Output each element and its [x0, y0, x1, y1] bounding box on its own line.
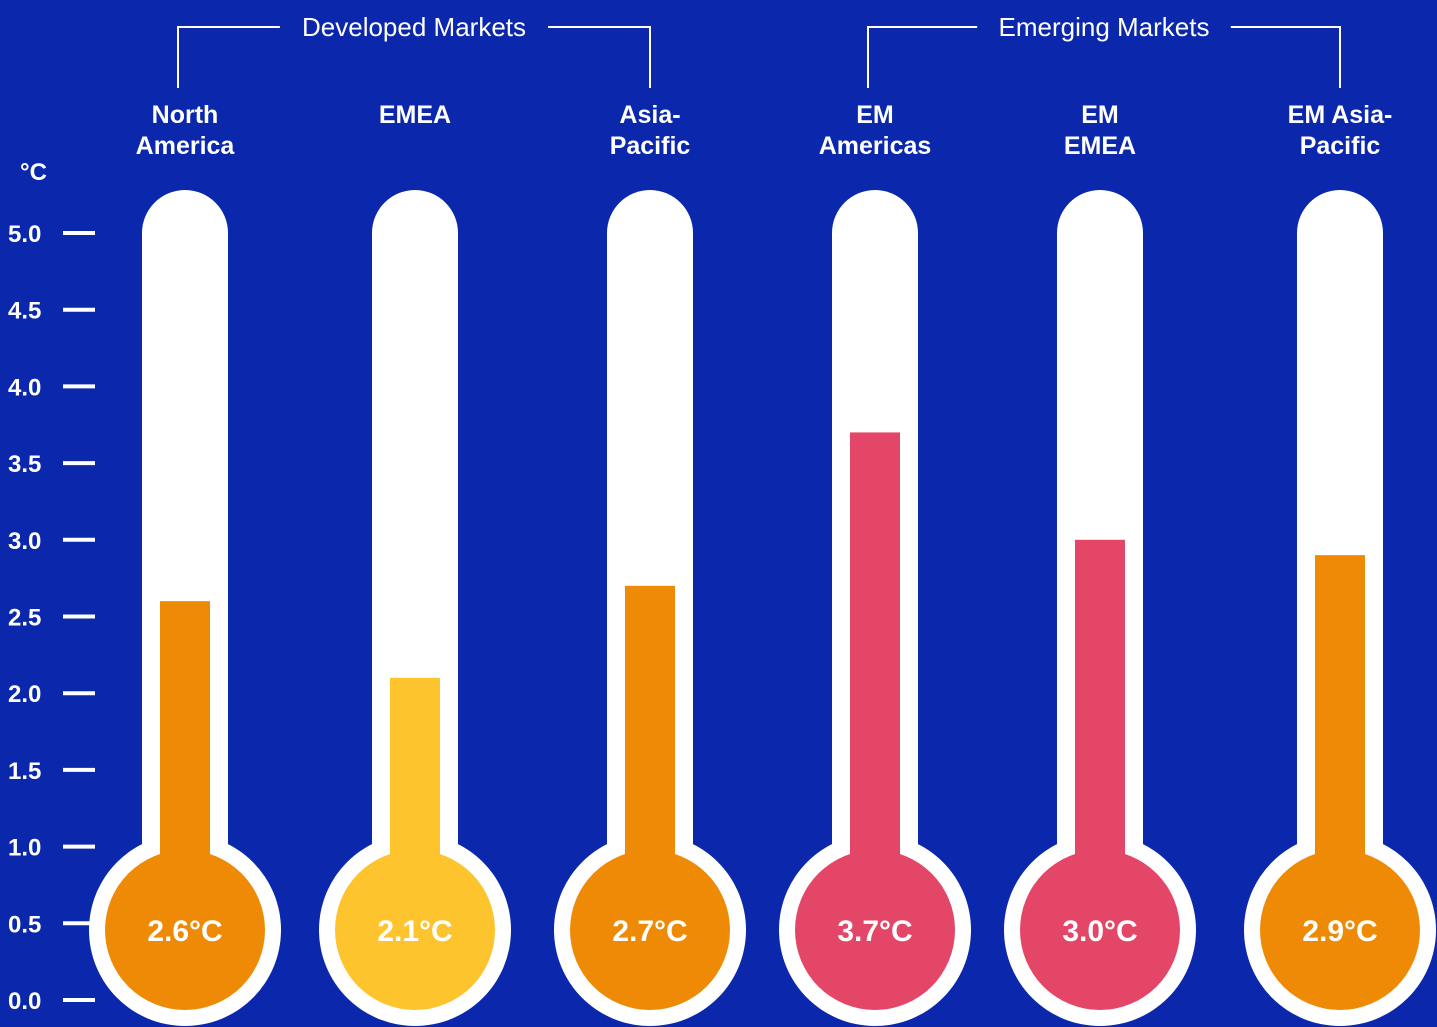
bracket-line-left [177, 26, 280, 88]
y-tick-label: 3.0 [8, 528, 41, 555]
category-label-line: EM Asia- [1288, 101, 1393, 129]
y-tick: 2.5 [8, 605, 95, 632]
thermometer-bulb [105, 850, 265, 1010]
thermometer: 2.9°C [1244, 190, 1436, 1026]
y-tick-label: 3.5 [8, 451, 41, 478]
category-label: North America [136, 101, 236, 160]
y-tick: 2.0 [8, 681, 95, 708]
y-tick: 1.5 [8, 758, 95, 785]
thermometer-bulb [1020, 850, 1180, 1010]
thermometer: 2.6°C [89, 190, 281, 1026]
y-tick: 0.5 [8, 911, 95, 938]
data-label: 2.1°C [377, 915, 452, 948]
category-label-line: EMEA [1064, 132, 1136, 160]
y-tick-label: 5.0 [8, 221, 41, 248]
y-tick: 3.5 [8, 451, 95, 478]
bracket-line-right [548, 26, 651, 88]
thermometer: 3.7°C [779, 190, 971, 1026]
y-tick: 0.0 [8, 988, 95, 1015]
y-tick-label: 4.5 [8, 298, 41, 325]
thermometer: 3.0°C [1004, 190, 1196, 1026]
thermometer-bulb [570, 850, 730, 1010]
group-bracket: Developed Markets [177, 12, 651, 88]
category-label: EM EMEA [1064, 101, 1136, 160]
y-tick: 4.5 [8, 298, 95, 325]
thermometer-bulb [795, 850, 955, 1010]
thermometer: 2.7°C [554, 190, 746, 1026]
category-label-line: America [136, 132, 236, 160]
y-tick: 1.0 [8, 835, 95, 862]
category-label-line: Pacific [1300, 132, 1381, 160]
data-label: 2.7°C [612, 915, 687, 948]
category-label-line: Asia- [619, 101, 680, 129]
category-label: Asia- Pacific [610, 101, 691, 160]
group-label: Emerging Markets [999, 12, 1210, 42]
y-tick-label: 2.5 [8, 605, 41, 632]
y-tick: 3.0 [8, 528, 95, 555]
thermometers: 2.6°C 2.1°C 2.7°C 3.7°C 3.0°C 2.9°C [89, 190, 1436, 1026]
data-label: 3.0°C [1062, 915, 1137, 948]
data-label: 2.6°C [147, 915, 222, 948]
y-tick-label: 0.5 [8, 911, 41, 938]
thermometer-bulb [335, 850, 495, 1010]
category-label: EM Asia- Pacific [1288, 101, 1393, 160]
y-tick-label: 4.0 [8, 374, 41, 401]
y-tick-label: 2.0 [8, 681, 41, 708]
data-label: 2.9°C [1302, 915, 1377, 948]
thermometer-fill-bar [850, 432, 900, 930]
y-tick-label: 1.0 [8, 835, 41, 862]
y-axis: °C 0.0 0.5 1.0 1.5 2.0 2.5 3.0 3.5 4.0 4.5 5.0 [8, 159, 95, 1015]
thermometer-bulb [1260, 850, 1420, 1010]
group-brackets: Developed Markets Emerging Markets [177, 12, 1341, 88]
group-bracket: Emerging Markets [867, 12, 1341, 88]
y-axis-label: °C [20, 159, 47, 186]
category-label-line: EM [856, 101, 894, 129]
category-label-line: Americas [819, 132, 932, 160]
category-label: EMEA [379, 101, 451, 129]
bracket-line-right [1230, 26, 1341, 88]
y-tick-label: 1.5 [8, 758, 41, 785]
category-label-line: Pacific [610, 132, 691, 160]
category-label-line: North [152, 101, 219, 129]
bracket-line-left [867, 26, 978, 88]
y-tick: 5.0 [8, 221, 95, 248]
y-tick: 4.0 [8, 374, 95, 401]
category-label-line: EMEA [379, 101, 451, 129]
data-label: 3.7°C [837, 915, 912, 948]
thermometer: 2.1°C [319, 190, 511, 1026]
group-label: Developed Markets [302, 12, 526, 42]
category-label: EM Americas [819, 101, 932, 160]
y-tick-label: 0.0 [8, 988, 41, 1015]
category-label-line: EM [1081, 101, 1119, 129]
